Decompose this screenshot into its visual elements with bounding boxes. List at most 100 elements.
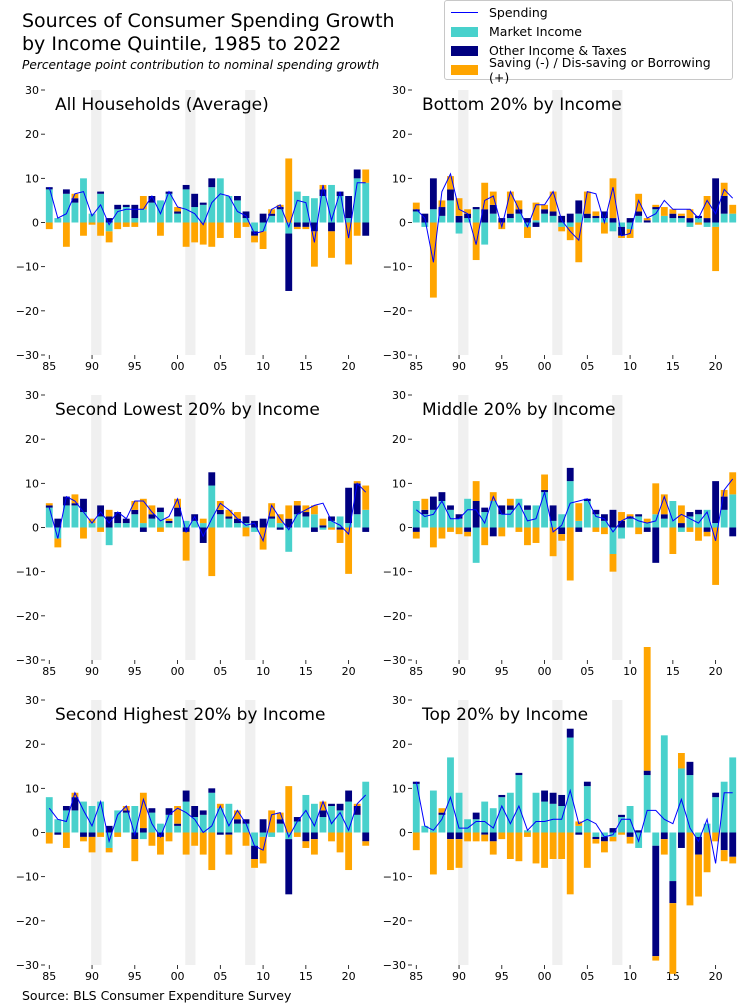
bar-other-income-taxes <box>328 222 335 232</box>
bar-saving-dis-saving-or-borrowing <box>455 527 463 535</box>
bar-market-income <box>635 215 643 223</box>
bar-market-income <box>695 218 702 223</box>
bar-saving-dis-saving-or-borrowing <box>515 200 523 210</box>
bar-market-income <box>626 518 634 528</box>
bar-other-income-taxes <box>643 770 651 776</box>
y-tick-label: 20 <box>392 433 406 446</box>
y-tick-label: −10 <box>383 261 406 274</box>
bar-other-income-taxes <box>336 803 344 811</box>
bar-market-income <box>720 213 728 223</box>
bar-market-income <box>720 509 728 528</box>
bar-market-income <box>345 801 353 833</box>
bar-saving-dis-saving-or-borrowing <box>71 494 79 504</box>
bar-market-income <box>429 209 437 223</box>
bar-other-income-taxes <box>712 481 720 524</box>
bar-saving-dis-saving-or-borrowing <box>660 207 668 216</box>
bar-other-income-taxes <box>182 184 190 190</box>
bar-market-income <box>489 808 497 833</box>
bar-market-income <box>558 222 566 227</box>
bar-market-income <box>498 797 506 833</box>
bar-other-income-taxes <box>310 222 318 232</box>
bar-market-income <box>216 808 224 833</box>
x-tick-label: 05 <box>580 360 594 373</box>
bar-saving-dis-saving-or-borrowing <box>302 505 310 513</box>
bar-market-income <box>455 792 463 833</box>
bar-saving-dis-saving-or-borrowing <box>251 859 258 868</box>
bar-saving-dis-saving-or-borrowing <box>268 810 276 833</box>
y-tick-label: −30 <box>383 349 406 362</box>
x-tick-label: 15 <box>666 665 680 678</box>
y-tick-label: −30 <box>16 349 39 362</box>
bar-saving-dis-saving-or-borrowing <box>498 832 506 840</box>
recession-band <box>245 700 256 965</box>
bar-saving-dis-saving-or-borrowing <box>532 202 540 221</box>
bar-saving-dis-saving-or-borrowing <box>464 209 472 214</box>
bar-other-income-taxes <box>362 832 370 842</box>
x-tick-label: 20 <box>709 970 723 983</box>
bar-other-income-taxes <box>532 222 540 227</box>
bar-market-income <box>481 801 489 833</box>
bar-market-income <box>122 207 130 223</box>
bar-market-income <box>80 801 87 833</box>
bar-other-income-taxes <box>97 191 105 194</box>
bar-other-income-taxes <box>464 527 472 532</box>
line-spending <box>415 478 734 541</box>
bar-saving-dis-saving-or-borrowing <box>549 527 557 557</box>
bar-market-income <box>131 514 139 528</box>
bar-saving-dis-saving-or-borrowing <box>643 218 651 221</box>
x-tick-label: 90 <box>452 665 466 678</box>
y-tick-label: −10 <box>16 261 39 274</box>
y-tick-label: 20 <box>25 738 39 751</box>
bar-saving-dis-saving-or-borrowing <box>131 222 139 227</box>
bar-saving-dis-saving-or-borrowing <box>720 489 728 497</box>
bar-market-income <box>729 757 737 833</box>
x-tick-label: 10 <box>256 665 270 678</box>
y-tick-label: 30 <box>392 389 406 402</box>
chart-legend: Spending Market Income Other Income & Ta… <box>444 0 733 85</box>
x-tick-label: 15 <box>299 360 313 373</box>
bar-saving-dis-saving-or-borrowing <box>695 527 702 541</box>
bar-saving-dis-saving-or-borrowing <box>566 527 574 581</box>
bar-market-income <box>669 832 677 882</box>
bar-other-income-taxes <box>703 218 711 223</box>
panel-title: All Households (Average) <box>55 95 269 115</box>
bar-market-income <box>62 505 70 528</box>
x-tick-label: 00 <box>171 665 185 678</box>
bar-other-income-taxes <box>429 178 437 210</box>
bar-market-income <box>429 509 437 528</box>
recession-band <box>458 395 469 660</box>
bar-market-income <box>259 832 267 837</box>
x-tick-label: 00 <box>538 360 552 373</box>
bar-market-income <box>105 527 113 546</box>
bar-saving-dis-saving-or-borrowing <box>695 222 702 225</box>
bar-market-income <box>148 518 156 528</box>
y-tick-label: −10 <box>16 566 39 579</box>
bar-saving-dis-saving-or-borrowing <box>88 836 96 853</box>
bar-other-income-taxes <box>353 169 361 179</box>
bar-market-income <box>532 220 540 223</box>
bar-saving-dis-saving-or-borrowing <box>182 832 190 855</box>
y-tick-label: −30 <box>383 959 406 972</box>
bar-other-income-taxes <box>242 211 250 219</box>
y-tick-label: 30 <box>25 694 39 707</box>
source-note: Source: BLS Consumer Expenditure Survey <box>22 988 292 1003</box>
recession-band <box>91 90 102 355</box>
bar-market-income <box>276 523 284 528</box>
bar-market-income <box>438 215 446 223</box>
bar-market-income <box>609 527 617 554</box>
bar-market-income <box>524 830 531 833</box>
recession-band <box>552 700 563 965</box>
x-tick-label: 85 <box>409 360 423 373</box>
bar-other-income-taxes <box>626 516 634 519</box>
bar-saving-dis-saving-or-borrowing <box>575 503 583 521</box>
bar-saving-dis-saving-or-borrowing <box>131 839 139 862</box>
bar-other-income-taxes <box>541 209 548 214</box>
bar-market-income <box>191 520 199 528</box>
recession-band <box>91 700 102 965</box>
bar-saving-dis-saving-or-borrowing <box>712 527 720 585</box>
bar-other-income-taxes <box>251 845 258 859</box>
bar-other-income-taxes <box>635 830 643 833</box>
bar-saving-dis-saving-or-borrowing <box>268 209 276 214</box>
